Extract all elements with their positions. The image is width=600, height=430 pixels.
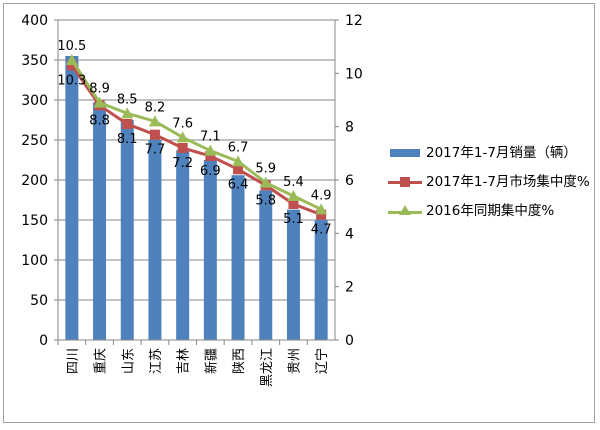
legend: 2017年1-7月销量（辆） 2017年1-7月市场集中度% 2016年同期集中… — [388, 143, 593, 230]
data-label: 5.8 — [255, 193, 276, 208]
category-label: 陕西 — [232, 348, 247, 374]
right-tick-label: 6 — [345, 173, 354, 189]
bar — [286, 209, 300, 340]
data-label: 4.7 — [311, 223, 332, 238]
data-label: 5.1 — [283, 212, 304, 227]
data-label: 8.1 — [117, 132, 138, 147]
data-label: 10.5 — [57, 39, 86, 54]
bar — [176, 150, 190, 340]
triangle-marker — [259, 176, 272, 188]
data-label: 8.2 — [145, 100, 166, 115]
triangle-marker — [287, 190, 300, 201]
square-marker — [66, 60, 77, 71]
bar — [120, 120, 134, 340]
data-label: 8.5 — [117, 92, 138, 107]
series-line — [70, 64, 322, 217]
category-label: 江苏 — [148, 348, 164, 374]
right-tick-label: 0 — [345, 333, 354, 349]
data-label: 6.9 — [200, 164, 221, 179]
right-tick-label: 10 — [345, 66, 363, 82]
data-label: 5.9 — [255, 162, 276, 177]
left-tick-label: 400 — [21, 13, 48, 29]
square-marker — [205, 151, 216, 161]
triangle-marker — [93, 96, 106, 108]
left-tick-label: 150 — [21, 213, 48, 229]
bar — [148, 140, 162, 340]
legend-label: 2017年1-7月销量（辆） — [426, 145, 577, 161]
legend-item-2016-share: 2016年同期集中度% — [388, 201, 593, 222]
data-label: 7.1 — [200, 130, 221, 145]
triangle-marker — [315, 203, 328, 215]
triangle-marker — [232, 155, 245, 167]
data-label: 8.9 — [89, 82, 110, 97]
legend-item-sales: 2017年1-7月销量（辆） — [388, 143, 593, 164]
legend-label: 2017年1-7月市场集中度% — [426, 174, 590, 190]
legend-item-2017-share: 2017年1-7月市场集中度% — [388, 172, 593, 193]
data-label: 4.9 — [311, 188, 332, 203]
left-tick-label: 200 — [21, 173, 48, 189]
left-tick-label: 300 — [21, 93, 48, 109]
category-label: 黑龙江 — [260, 348, 275, 387]
legend-label: 2016年同期集中度% — [426, 203, 555, 219]
square-marker — [177, 143, 188, 153]
left-tick-label: 100 — [21, 253, 48, 269]
bar — [203, 160, 217, 340]
legend-key-square-line — [388, 172, 422, 193]
bar — [65, 56, 79, 340]
bar — [314, 220, 328, 340]
category-label: 贵州 — [287, 348, 302, 374]
square-marker — [122, 119, 133, 129]
right-tick-label: 12 — [345, 13, 363, 29]
category-label: 辽宁 — [314, 348, 330, 374]
triangle-marker — [148, 115, 161, 127]
series-line — [70, 59, 322, 211]
category-label: 新疆 — [203, 348, 219, 374]
right-tick-label: 4 — [345, 226, 354, 242]
left-tick-label: 250 — [21, 133, 48, 149]
square-marker — [233, 164, 244, 175]
category-label: 重庆 — [93, 348, 109, 374]
triangle-marker — [176, 131, 189, 143]
bar — [231, 175, 245, 340]
data-label: 6.7 — [228, 140, 249, 155]
data-label: 7.2 — [172, 156, 193, 171]
data-label: 7.7 — [145, 143, 166, 158]
left-tick-label: 350 — [21, 53, 48, 69]
left-tick-label: 50 — [30, 293, 48, 309]
data-label: 10.3 — [57, 73, 86, 88]
bar — [259, 190, 273, 340]
data-label: 7.6 — [172, 116, 193, 131]
triangle-marker — [121, 107, 134, 119]
bar — [93, 102, 107, 341]
data-label: 6.4 — [228, 177, 249, 192]
square-marker — [149, 129, 160, 140]
category-label: 四川 — [66, 348, 81, 374]
category-label: 山东 — [121, 348, 136, 374]
triangle-marker — [65, 54, 78, 65]
legend-key-triangle-line — [388, 201, 422, 222]
square-marker — [316, 209, 327, 220]
square-marker — [288, 199, 299, 209]
category-label: 吉林 — [177, 348, 192, 374]
right-tick-label: 8 — [345, 120, 354, 136]
data-label: 8.8 — [89, 113, 110, 128]
data-label: 5.4 — [283, 175, 304, 190]
chart-frame — [3, 3, 595, 423]
right-tick-label: 2 — [345, 280, 354, 296]
left-tick-label: 0 — [39, 333, 48, 349]
triangle-marker — [204, 144, 217, 156]
legend-key-bar — [388, 143, 422, 164]
